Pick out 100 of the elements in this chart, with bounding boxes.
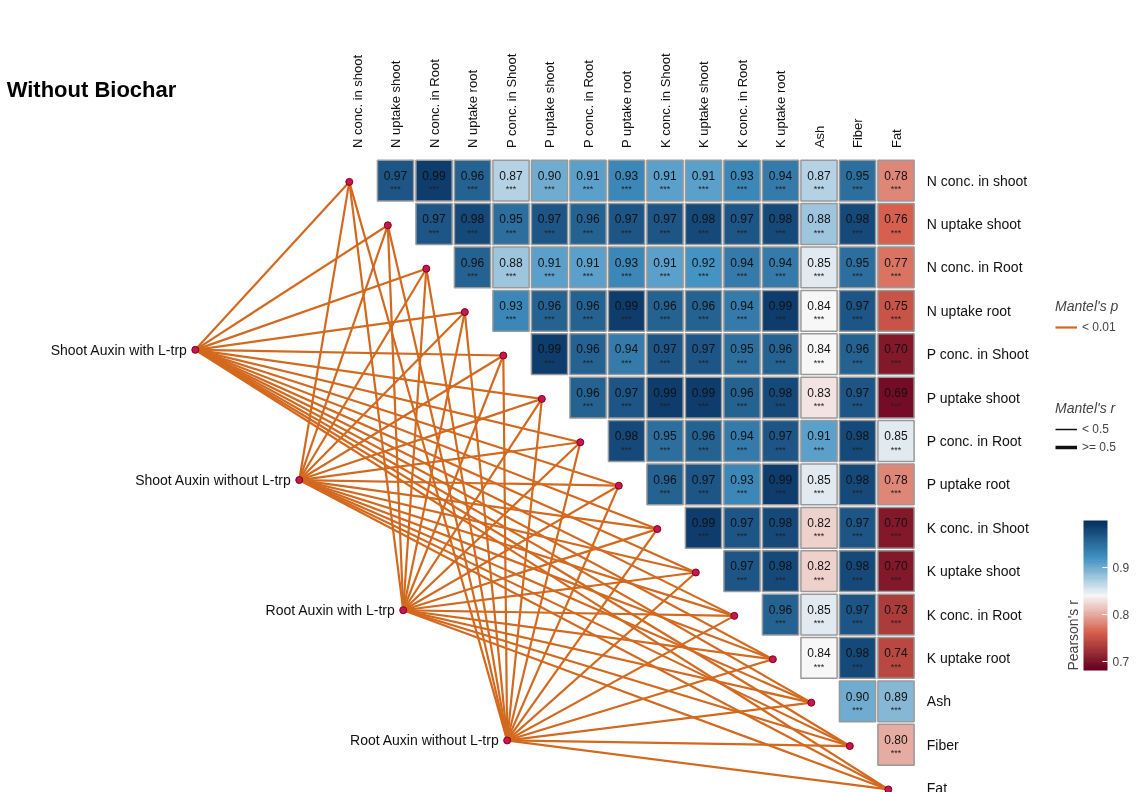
text: *** [813,661,825,672]
text: *** [621,184,632,195]
data-label: 0.70 [884,516,909,531]
data-label: 0.97 [422,212,447,227]
data-label: 0.89 [884,689,909,704]
data-label: 0.94 [730,429,755,444]
x-tick-label: Fiber [850,117,866,149]
x-tick-label: N conc. in Root [426,58,442,149]
x-tick-label: P uptake shoot [542,61,558,149]
text: *** [621,357,632,368]
data-label: 0.96 [537,299,562,314]
data-label: 0.94 [768,255,793,270]
text: *** [890,357,902,368]
text: *** [659,314,671,325]
text: *** [852,661,863,672]
text: *** [467,184,478,195]
text: *** [544,227,555,238]
text: *** [582,357,594,368]
text: *** [659,444,671,455]
data-label: 0.98 [845,429,870,444]
data-label: 0.97 [845,516,870,531]
data-label: 0.96 [768,342,793,357]
data-label: 0.94 [614,342,639,357]
data-label: 0.91 [807,429,832,444]
data-label: 0.83 [807,385,832,400]
x-tick-label: K conc. in Shoot [657,52,673,149]
data-label: 0.95 [499,212,524,227]
text: *** [698,184,709,195]
data-label: 0.85 [807,602,832,617]
text: *** [852,184,863,195]
text: *** [852,531,863,542]
text: *** [659,271,671,282]
text: *** [890,488,902,499]
text: *** [890,184,902,195]
x-tick-label: Ash [811,125,827,149]
text: *** [813,314,825,325]
data-label: 0.97 [730,516,755,531]
data-label: 0.85 [807,255,832,270]
data-label: 0.97 [845,602,870,617]
text: *** [736,574,748,585]
text: *** [813,444,825,455]
data-label: 0.87 [499,168,524,183]
text: *** [813,401,825,412]
text: *** [505,184,517,195]
text: *** [813,184,825,195]
data-label: 0.90 [845,689,870,704]
data-label: 0.96 [691,299,716,314]
data-label: 0.76 [884,212,909,227]
data-label: 0.98 [768,559,793,574]
data-label: 0.96 [576,212,601,227]
text: *** [775,184,786,195]
data-label: 0.97 [537,212,562,227]
y-tick-label: N conc. in Root [926,259,1023,276]
text: *** [544,314,555,325]
y-tick-label: N conc. in shoot [926,172,1028,189]
text: Shoot Auxin without L-trp [135,472,291,489]
color-bar-title: Pearson's r [1064,599,1081,671]
text: *** [775,271,786,282]
data-label: 0.97 [845,385,870,400]
data-label: 0.94 [768,168,793,183]
data-label: 0.98 [845,472,870,487]
data-label: 0.99 [768,299,793,314]
text: Mantel's p [1055,298,1119,314]
x-tick-label: N conc. in shoot [349,54,365,149]
data-label: 0.93 [614,168,639,183]
text: *** [659,488,671,499]
text: *** [736,227,748,238]
data-label: 0.91 [653,255,678,270]
text: *** [736,314,748,325]
text: *** [505,314,517,325]
data-label: 0.90 [537,168,562,183]
text: *** [736,401,748,412]
x-tick-label: K uptake shoot [696,60,712,149]
data-label: 0.96 [460,255,485,270]
data-label: 0.97 [845,299,870,314]
text: *** [698,401,709,412]
text: *** [890,531,902,542]
data-label: 0.96 [576,342,601,357]
text: *** [544,357,555,368]
data-label: 0.92 [691,255,716,270]
text: *** [505,227,517,238]
data-label: 0.98 [768,385,793,400]
text: *** [659,357,671,368]
data-label: 0.97 [730,212,755,227]
text: *** [736,271,748,282]
text: *** [890,748,902,759]
data-label: 0.96 [460,168,485,183]
data-label: 0.88 [499,255,524,270]
data-label: 0.98 [460,212,485,227]
text: Mantel's r [1055,400,1117,416]
annotation: *** [390,184,402,195]
data-label: 0.95 [653,429,678,444]
data-label: 0.85 [807,472,832,487]
data-label: 0.96 [768,602,793,617]
text: *** [467,271,478,282]
data-label: 0.98 [845,646,870,661]
text: *** [582,184,594,195]
data-label: 0.96 [576,385,601,400]
data-label: 0.99 [422,168,447,183]
text: *** [698,227,709,238]
